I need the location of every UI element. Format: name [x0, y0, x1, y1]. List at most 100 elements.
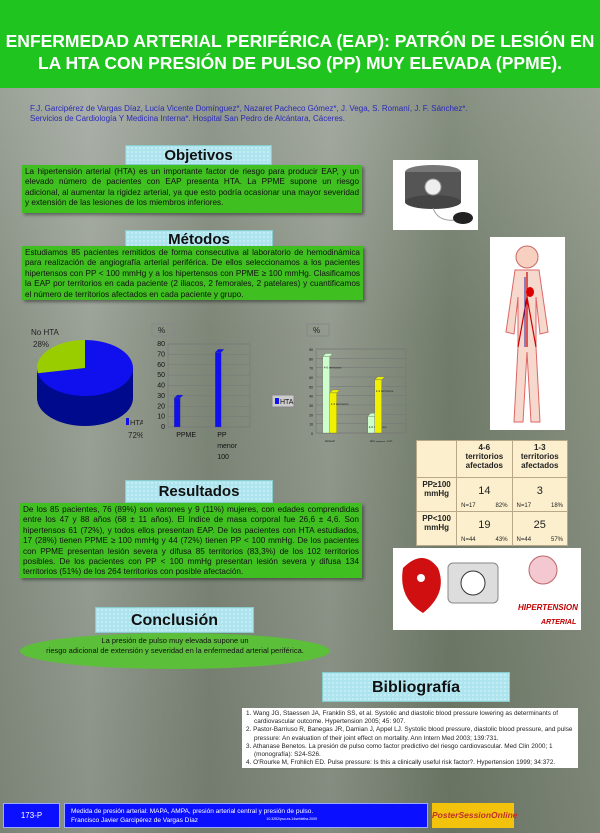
y-tick-label: 40: [157, 383, 165, 390]
bar-top: [374, 376, 386, 380]
results-table: 4-6 territorios afectados 1-3 territorio…: [415, 439, 569, 546]
hypertension-cartoon-icon: HIPERTENSION ARTERIAL: [402, 555, 578, 626]
y-tick-label: 80: [309, 357, 313, 361]
pie-label-hta: HTA: [130, 418, 143, 427]
y-tick-label: 0: [311, 432, 313, 436]
bar-ppme: [173, 397, 181, 428]
bar-chart-pp: % HTA 0 10 20 30 40 50 60 70 80 PPME PP menor 100: [151, 323, 295, 461]
ylabel-box: [151, 323, 175, 337]
authors-block: F.J. Garcipérez de Vargas Díaz, Lucía Vi…: [30, 104, 468, 124]
footer-code-box: 173-P: [3, 803, 60, 828]
resultados-heading: Resultados: [125, 480, 273, 503]
plot-area: [167, 343, 251, 428]
y-axis-label: %: [158, 326, 165, 335]
y-tick-label: 70: [157, 351, 165, 358]
bar-ppme: [329, 392, 337, 434]
cell-pct: 82%: [495, 503, 508, 510]
y-tick-label: 20: [157, 403, 165, 410]
bar-pp-menor-100: [215, 352, 222, 428]
bar-chart-territorios: % 0 10 20 30 40 50 60 70 80 90 4-6 territorios 1-3 …: [306, 323, 407, 442]
col-header: 1-3 territorios afectados: [511, 439, 569, 479]
table-cell: 19 N=44 43%: [456, 511, 513, 546]
y-tick-label: 20: [309, 413, 313, 417]
cell-value: 19: [478, 519, 491, 531]
y-tick-label: 10: [309, 423, 313, 427]
bar-data-label: 1-3 territorios: [376, 389, 394, 393]
bar-top: [214, 349, 225, 353]
pie-slice-hta: [37, 340, 133, 396]
col-header: 4-6 territorios afectados: [456, 439, 513, 479]
legend-swatch-hta: [275, 398, 279, 404]
illustration-text-2: ARTERIAL: [540, 619, 576, 626]
conclusion-ellipse: La presión de pulso muy elevada supone u…: [20, 633, 330, 669]
cell-pct: 43%: [495, 537, 508, 543]
table-cell: 3 N=17 18%: [511, 477, 569, 513]
y-tick-label: 90: [309, 348, 313, 352]
objetivos-text: La hipertensión arterial (HTA) es un imp…: [22, 165, 362, 213]
cell-n: N=17: [516, 503, 532, 510]
table-row: PP<100 mmHg 19 N=44 43% 25 N=44 57%: [415, 511, 569, 546]
y-tick-label: 50: [309, 385, 313, 389]
x-tick-label: PPME: [325, 440, 336, 442]
bibliografia-list: 1. Wang JG, Staessen JA, Franklin SS, et…: [242, 708, 578, 768]
table-header-row: 4-6 territorios afectados 1-3 territorio…: [415, 439, 569, 479]
cell-value: 3: [536, 485, 543, 498]
pie-pct-hta: 72%: [128, 431, 143, 440]
reference-item: 3. Athanase Benetos. La presión de pulso…: [246, 742, 553, 759]
x-tick-label: PPME: [176, 432, 196, 439]
y-tick-label: 60: [157, 362, 165, 369]
y-tick-label: 30: [309, 404, 313, 408]
conclusion-line-1: La presión de pulso muy elevada supone u…: [101, 636, 249, 645]
cell-value: 25: [533, 519, 546, 531]
pie-label-no-hta: No HTA: [31, 328, 60, 337]
plot-area: [315, 348, 407, 434]
cell-pct: 57%: [550, 537, 563, 543]
objetivos-heading: Objetivos: [125, 145, 272, 165]
y-tick-label: 50: [157, 372, 165, 379]
resultados-text: De los 85 pacientes, 76 (89%) son varone…: [20, 503, 362, 578]
table-row: PP≥100 mmHg 14 N=17 82% 3 N=17 18%: [415, 477, 569, 513]
cell-n: N=17: [461, 503, 476, 510]
reference-item: 2. Pastor-Barriuso R, Banegas JR, Damian…: [246, 726, 573, 742]
pie-chart-hta: No HTA 28% HTA 72%: [31, 328, 143, 440]
human-circulatory-system-image: [490, 237, 565, 430]
circulatory-system-icon: [505, 245, 549, 423]
y-tick-label: 70: [309, 367, 313, 371]
bar-top: [322, 353, 334, 357]
ylabel-box: [306, 323, 330, 337]
poster-code: 173-P: [20, 811, 43, 820]
legend-label-hta: HTA: [280, 399, 294, 406]
metodos-text: Estudiamos 85 pacientes remitidos de for…: [22, 246, 363, 300]
y-tick-label: 30: [157, 393, 165, 400]
x-tick-label: PP: [217, 432, 227, 439]
row-header: PP≥100 mmHg: [415, 477, 458, 513]
y-tick-label: 80: [157, 341, 165, 348]
conclusion-line-2: riesgo adicional de extensión y severida…: [46, 646, 304, 655]
bar-top: [329, 389, 341, 394]
authors: F.J. Garcipérez de Vargas Díaz, Lucía Vi…: [30, 104, 468, 113]
pie-slice-no-hta: [37, 340, 85, 374]
x-tick-label: PP menor 100: [370, 440, 392, 442]
x-tick-label: menor: [217, 443, 238, 450]
cell-n: N=44: [516, 537, 532, 543]
illustration-text-1: HIPERTENSION: [518, 603, 578, 612]
bar-data-label: 4-6 territorios: [324, 365, 342, 369]
y-axis-label: %: [313, 326, 320, 335]
metodos-heading: Métodos: [125, 230, 273, 248]
affiliation: Servicios de Cardiología Y Medicina Inte…: [30, 114, 345, 123]
x-tick-label: 100: [217, 454, 229, 461]
footer-info-box: Medida de presión arterial: MAPA, AMPA, …: [64, 803, 428, 828]
y-tick-label: 10: [157, 414, 165, 421]
poster-title: ENFERMEDAD ARTERIAL PERIFÉRICA (EAP): PA…: [0, 0, 600, 88]
footer-doi: 10.3252/pso.es.14sehlelha.2009: [266, 817, 317, 821]
footer-session: Medida de presión arterial: MAPA, AMPA, …: [71, 808, 314, 815]
pie-legend-swatch: [126, 418, 129, 425]
reference-item: 1. Wang JG, Staessen JA, Franklin SS, et…: [246, 710, 558, 726]
blood-pressure-cuff-icon: [405, 165, 473, 224]
row-header: PP<100 mmHg: [415, 511, 458, 546]
y-tick-label: 40: [309, 395, 313, 399]
table-cell: 14 N=17 82%: [456, 477, 513, 513]
bar-pp-menor-100: [374, 379, 382, 434]
bar-top: [173, 394, 184, 399]
postersessiononline-logo[interactable]: PosterSessionOnline: [432, 803, 518, 828]
